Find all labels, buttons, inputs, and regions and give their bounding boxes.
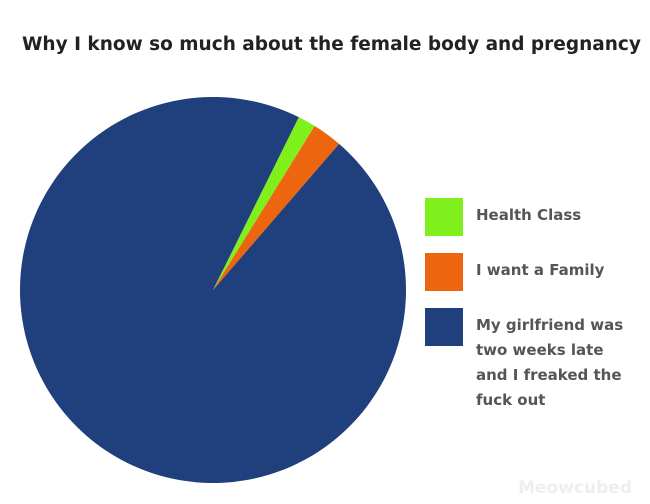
legend-label: My girlfriend was two weeks late and I f… [476,316,624,409]
legend-label: I want a Family [476,261,605,279]
pie-slice [213,125,340,291]
legend-item: My girlfriend was two weeks late and I f… [425,308,635,413]
legend-item: I want a Family [425,253,635,291]
watermark: Meowcubed [518,478,632,498]
legend-swatch [425,253,463,291]
legend-label: Health Class [476,206,582,224]
legend-item: Health Class [425,198,635,236]
pie-slice [20,97,406,484]
legend-swatch [425,308,463,346]
legend-swatch [425,198,463,236]
pie-slice [213,117,315,291]
chart-title: Why I know so much about the female body… [22,34,641,55]
legend: Health Class I want a Family My girlfriend… [425,198,635,430]
